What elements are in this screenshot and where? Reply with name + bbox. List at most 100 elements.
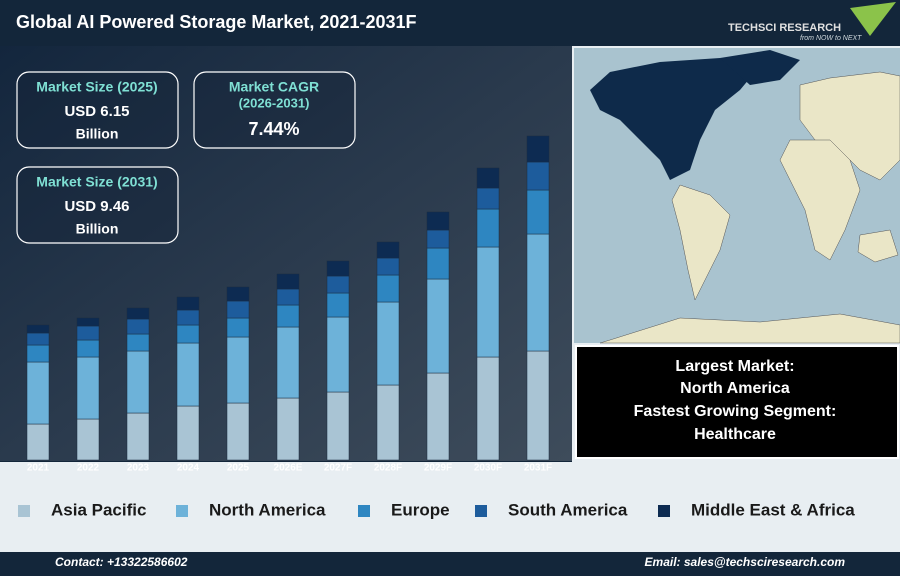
footer-email: Email: sales@techsciresearch.com bbox=[645, 555, 846, 569]
bar-segment bbox=[476, 208, 500, 248]
summary-line: Largest Market: bbox=[675, 358, 794, 375]
map-south-america bbox=[671, 184, 731, 301]
kpi-value: USD 6.15 bbox=[64, 103, 129, 120]
summary-line: North America bbox=[680, 380, 790, 397]
title: Global AI Powered Storage Market, 2021-2… bbox=[16, 12, 416, 32]
bar-segment bbox=[376, 384, 400, 461]
bar-segment bbox=[326, 275, 350, 294]
legend-swatch bbox=[475, 505, 487, 517]
bar-segment bbox=[76, 325, 100, 341]
x-tick-label: 2031F bbox=[524, 463, 552, 474]
map-eurasia bbox=[799, 71, 900, 181]
map-north-america bbox=[590, 58, 760, 180]
x-tick-label: 2023 bbox=[127, 463, 150, 474]
bar-segment bbox=[376, 241, 400, 259]
bar-segment bbox=[76, 339, 100, 358]
x-tick-label: 2030F bbox=[474, 463, 502, 474]
kpi-sublabel: (2026-2031) bbox=[239, 95, 310, 110]
kpi-label: Market Size (2025) bbox=[36, 79, 157, 95]
bar-segment bbox=[276, 304, 300, 328]
footer-contact: Contact: +13322586602 bbox=[55, 555, 188, 569]
bar-segment bbox=[426, 278, 450, 374]
bar-segment bbox=[126, 412, 150, 461]
brand-logo bbox=[850, 2, 896, 36]
bar-segment bbox=[176, 342, 200, 407]
bar-segment bbox=[276, 273, 300, 290]
bar-segment bbox=[226, 300, 250, 319]
bar-segment bbox=[26, 423, 50, 461]
kpi-label: Market CAGR bbox=[229, 79, 319, 95]
bar-segment bbox=[376, 274, 400, 303]
bar-segment bbox=[176, 296, 200, 311]
kpi-label: Market Size (2031) bbox=[36, 174, 157, 190]
bar-segment bbox=[126, 307, 150, 320]
x-tick-label: 2027F bbox=[324, 463, 352, 474]
bar-segment bbox=[376, 257, 400, 276]
bar-segment bbox=[226, 286, 250, 302]
bar-segment bbox=[326, 292, 350, 318]
x-tick-label: 2021 bbox=[27, 463, 50, 474]
bar-segment bbox=[126, 350, 150, 414]
bar-segment bbox=[26, 324, 50, 334]
kpi-box bbox=[193, 71, 356, 149]
legend-swatch bbox=[658, 505, 670, 517]
x-tick-label: 2028F bbox=[374, 463, 402, 474]
legend-label: South America bbox=[508, 500, 628, 519]
bar-segment bbox=[526, 161, 550, 191]
legend-swatch bbox=[18, 505, 30, 517]
bar-segment bbox=[476, 167, 500, 189]
kpi-box bbox=[16, 166, 179, 244]
legend-label: Asia Pacific bbox=[51, 500, 146, 519]
bar-segment bbox=[26, 361, 50, 425]
x-tick-label: 2024 bbox=[177, 463, 200, 474]
kpi-value: 7.44% bbox=[248, 119, 299, 139]
summary-line: Fastest Growing Segment: bbox=[634, 403, 837, 420]
bar-segment bbox=[426, 229, 450, 249]
legend-swatch bbox=[358, 505, 370, 517]
bar-segment bbox=[426, 372, 450, 461]
kpi-unit: Billion bbox=[76, 221, 119, 237]
bar-segment bbox=[426, 247, 450, 280]
kpi-unit: Billion bbox=[76, 126, 119, 142]
bar-segment bbox=[176, 309, 200, 326]
x-tick-label: 2025 bbox=[227, 463, 250, 474]
bar-segment bbox=[476, 246, 500, 358]
legend-label: Middle East & Africa bbox=[691, 500, 855, 519]
map-africa bbox=[779, 139, 861, 261]
bar-segment bbox=[26, 332, 50, 346]
bar-segment bbox=[326, 260, 350, 277]
bar-segment bbox=[276, 326, 300, 399]
kpi-box bbox=[16, 71, 179, 149]
bar-segment bbox=[426, 211, 450, 231]
bar-segment bbox=[476, 356, 500, 461]
chart-baseline bbox=[0, 461, 572, 462]
bar-segment bbox=[376, 301, 400, 386]
bar-segment bbox=[126, 333, 150, 352]
x-tick-label: 2029F bbox=[424, 463, 452, 474]
map-antarctica bbox=[599, 313, 900, 344]
legend-label: North America bbox=[209, 500, 326, 519]
bar-segment bbox=[526, 233, 550, 352]
footer-bar bbox=[0, 552, 900, 576]
bar-segment bbox=[226, 336, 250, 404]
bar-segment bbox=[276, 397, 300, 461]
bar-segment bbox=[26, 344, 50, 363]
bar-segment bbox=[76, 418, 100, 461]
bar-segment bbox=[226, 402, 250, 461]
bar-segment bbox=[176, 405, 200, 461]
bar-segment bbox=[76, 356, 100, 420]
bar-segment bbox=[276, 288, 300, 306]
x-tick-label: 2026E bbox=[274, 463, 303, 474]
bar-segment bbox=[126, 318, 150, 335]
bar-segment bbox=[176, 324, 200, 344]
bar-segment bbox=[76, 317, 100, 327]
bar-segment bbox=[326, 391, 350, 461]
map-australia bbox=[857, 229, 899, 263]
legend-swatch bbox=[176, 505, 188, 517]
bar-segment bbox=[226, 317, 250, 338]
summary-box bbox=[575, 345, 899, 459]
x-tick-label: 2022 bbox=[77, 463, 100, 474]
bar-segment bbox=[326, 316, 350, 393]
legend-label: Europe bbox=[391, 500, 450, 519]
